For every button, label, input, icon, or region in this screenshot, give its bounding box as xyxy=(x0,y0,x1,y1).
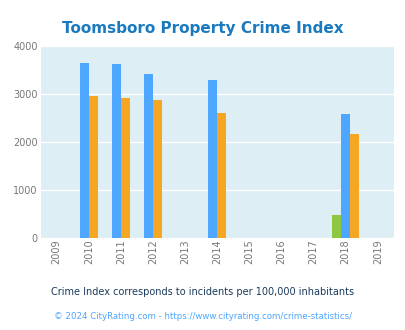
Bar xyxy=(121,98,130,238)
Bar xyxy=(349,134,358,238)
Bar xyxy=(112,64,121,238)
Text: © 2024 CityRating.com - https://www.cityrating.com/crime-statistics/: © 2024 CityRating.com - https://www.city… xyxy=(54,312,351,321)
Bar xyxy=(331,214,340,238)
Bar xyxy=(340,114,349,238)
Bar xyxy=(79,63,89,238)
Text: Toomsboro Property Crime Index: Toomsboro Property Crime Index xyxy=(62,21,343,36)
Bar xyxy=(153,100,162,238)
Bar xyxy=(89,96,98,238)
Text: Crime Index corresponds to incidents per 100,000 inhabitants: Crime Index corresponds to incidents per… xyxy=(51,287,354,297)
Bar xyxy=(208,80,217,238)
Bar xyxy=(217,113,226,238)
Bar xyxy=(144,74,153,238)
